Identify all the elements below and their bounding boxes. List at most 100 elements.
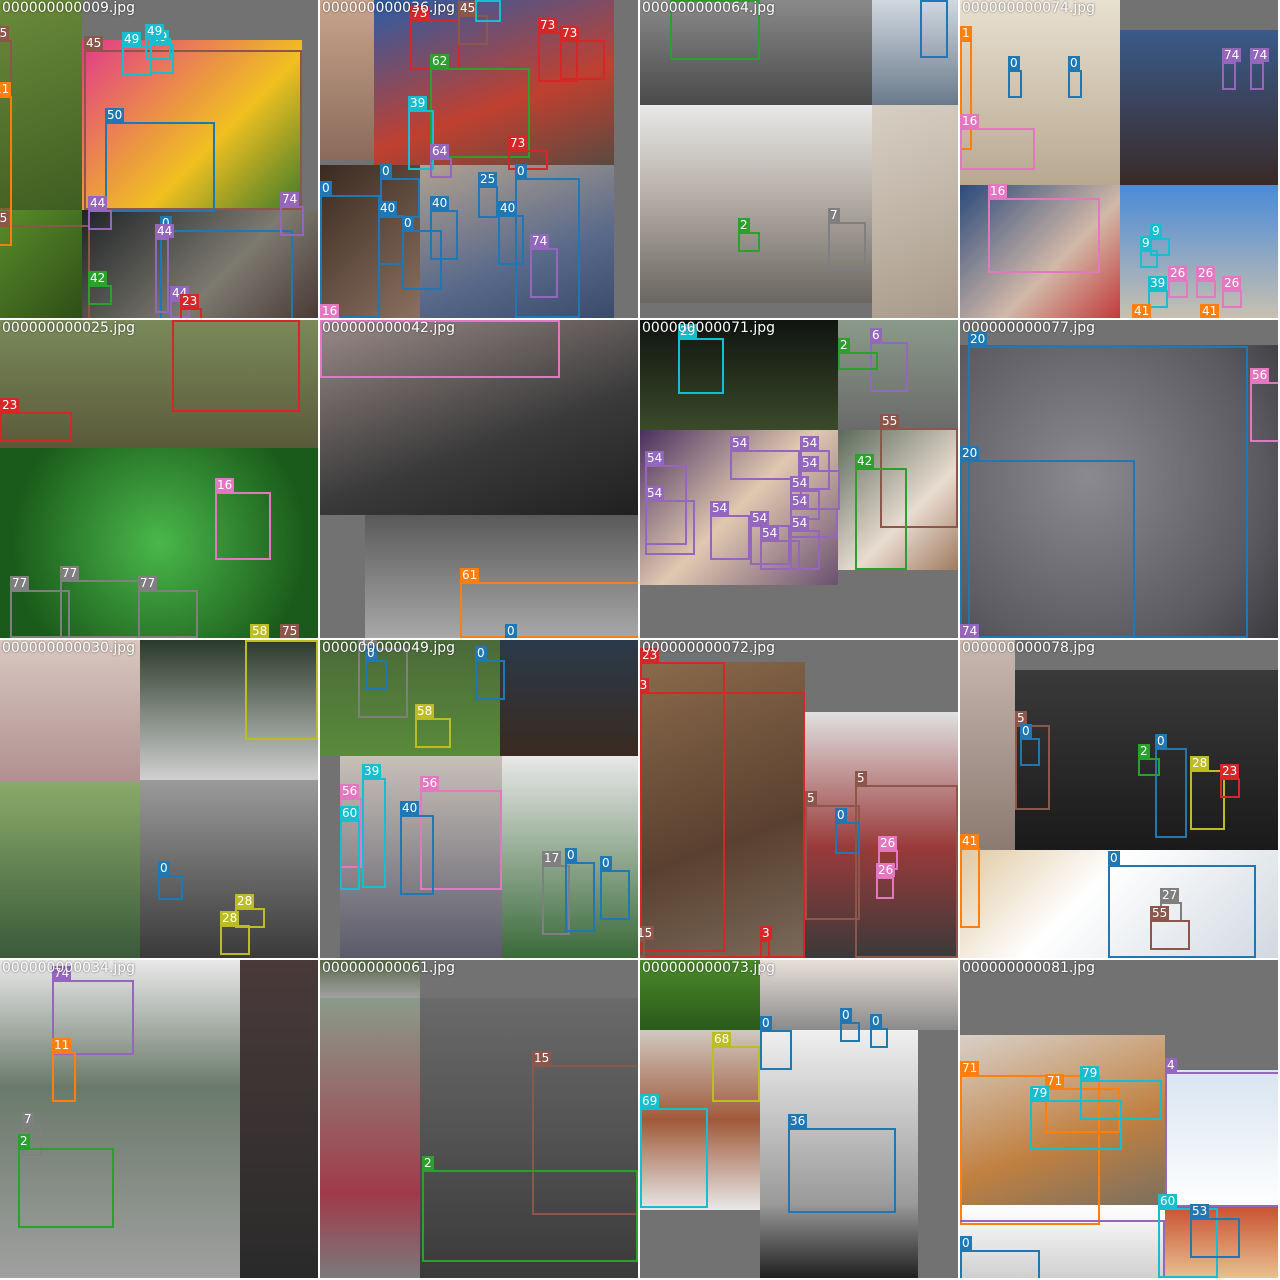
class-id-tag: 0 (1008, 56, 1020, 70)
bounding-box: 54 (760, 526, 800, 570)
class-id-tag: 41 (1200, 304, 1220, 318)
tile-filename-label: 000000000061.jpg (322, 960, 455, 976)
image-patch (320, 960, 420, 998)
image-patch (960, 1035, 1165, 1205)
bounding-box: 1 (960, 26, 972, 150)
bounding-box: 23 (640, 648, 725, 952)
image-patch (960, 1205, 1165, 1278)
bounding-box: 0 (835, 808, 860, 854)
image-patch (0, 960, 240, 1278)
image-patch (0, 210, 82, 318)
image-patch (640, 105, 872, 303)
class-id-tag: 54 (645, 451, 665, 465)
bounding-box: 36 (788, 1114, 896, 1213)
class-id-tag: 0 (365, 646, 377, 660)
bounding-box: 26 (1168, 266, 1188, 298)
bounding-box: 2 (838, 338, 878, 370)
class-id-tag: 68 (712, 1032, 732, 1046)
bounding-box: 27 (1160, 888, 1182, 922)
bounding-box: 54 (645, 486, 695, 555)
class-id-tag: 0 (320, 181, 332, 195)
tile-filename-label: 000000000025.jpg (2, 320, 135, 336)
class-id-tag: 79 (1030, 1086, 1050, 1100)
bounding-box: 45 (458, 1, 488, 45)
tile-filename-label: 000000000034.jpg (2, 960, 135, 976)
bounding-box: 26 (876, 863, 896, 899)
class-id-tag: 15 (532, 1051, 552, 1065)
class-id-tag: 49 (122, 32, 142, 46)
bounding-box: 2 (1138, 744, 1160, 776)
bounding-box: 0 (840, 1008, 860, 1042)
mosaic-tile: 000000000074.jpg 1 0 0 74 74 16 16 9 9 26 26 26 39 41 4… (960, 0, 1278, 318)
class-id-tag: 45 (84, 36, 104, 50)
class-id-tag: 17 (358, 640, 378, 648)
bounding-box: 17 (358, 640, 408, 718)
bounding-box: 6 (870, 328, 908, 392)
image-patch (0, 782, 140, 958)
bounding-box: 16 (988, 184, 1100, 273)
class-id-tag: 23 (180, 294, 200, 308)
bounding-box: 28 (1190, 756, 1225, 830)
class-id-tag: 0 (515, 164, 527, 178)
class-id-tag: 54 (760, 526, 780, 540)
bounding-box: 49 (122, 32, 152, 76)
bounding-box: 64 (430, 144, 452, 178)
bounding-box: 0 (1068, 56, 1082, 98)
image-patch (838, 430, 958, 570)
bounding-box: 71 (1045, 1074, 1120, 1133)
image-patch (320, 640, 500, 756)
image-patch (960, 640, 1015, 850)
mosaic-tile: 000000000009.jpg454549494950151144042444… (0, 0, 318, 318)
bounding-box: 0 (1020, 724, 1040, 766)
mosaic-tile: 000000000072.jpg23235502626153 (640, 640, 958, 958)
class-id-tag: 27 (1160, 888, 1180, 902)
class-id-tag: 23 (0, 398, 20, 412)
bounding-box: 40 (400, 801, 434, 895)
class-id-tag: 74 (1222, 48, 1242, 62)
class-id-tag: 56 (340, 784, 360, 798)
class-id-tag: 11 (52, 1038, 72, 1052)
class-id-tag: 1 (960, 26, 972, 40)
bounding-box: 15 (532, 1051, 638, 1215)
class-id-tag: 54 (730, 436, 750, 450)
class-id-tag: 74 (52, 966, 72, 980)
image-patch (0, 448, 318, 638)
bounding-box: 23 (180, 294, 202, 318)
class-id-tag: 16 (960, 114, 980, 128)
bounding-box: 0 (920, 0, 948, 58)
tile-filename-label: 000000000030.jpg (2, 640, 135, 656)
bounding-box: 15 (0, 211, 90, 318)
tile-filename-label: 000000000078.jpg (962, 640, 1095, 656)
image-patch (420, 165, 614, 318)
class-id-tag: 2 (738, 218, 750, 232)
class-id-tag: 2 (18, 1134, 30, 1148)
bounding-box: 28 (235, 894, 265, 928)
bounding-box: 55 (880, 414, 958, 528)
class-id-tag: 26 (876, 863, 896, 877)
class-id-tag: 73 (538, 18, 558, 32)
class-id-tag: 15 (0, 211, 10, 225)
class-id-tag: 0 (960, 1236, 972, 1250)
bounding-box: 56 (1250, 368, 1278, 442)
bounding-box: 39 (362, 764, 386, 888)
class-id-tag: 64 (430, 144, 450, 158)
bounding-box: 0 (1155, 734, 1187, 838)
class-id-tag: 23 (640, 648, 660, 662)
bounding-box: 0 (1108, 851, 1256, 958)
class-id-tag: 40 (430, 196, 450, 210)
bounding-box: 39 (1148, 276, 1168, 308)
bounding-box: 39 (475, 0, 501, 22)
class-id-tag: 55 (880, 414, 900, 428)
tile-filename-label: 000000000074.jpg (962, 0, 1095, 16)
class-id-tag: 36 (788, 1114, 808, 1128)
bounding-box: 26 (878, 836, 898, 870)
class-id-tag: 40 (400, 801, 420, 815)
image-patch (960, 850, 1278, 958)
bounding-box: 29 (678, 324, 724, 394)
class-id-tag: 62 (430, 54, 450, 68)
bounding-box: 74 (280, 192, 304, 236)
class-id-tag: 0 (840, 1008, 852, 1022)
class-id-tag: 4 (1165, 1058, 1177, 1072)
bounding-box: 23 (0, 398, 72, 442)
bounding-box: 41 (960, 834, 980, 928)
